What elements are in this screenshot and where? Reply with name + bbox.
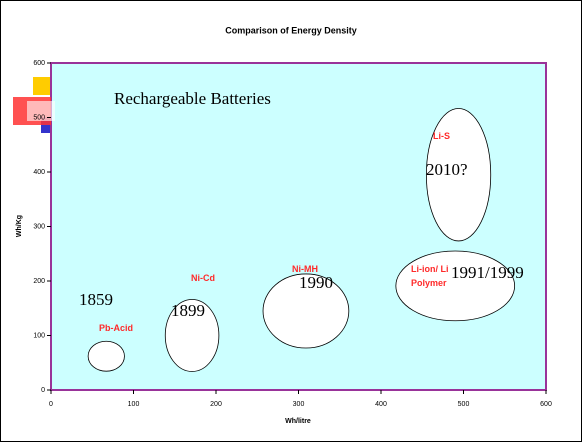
y-tick-label: 100 xyxy=(33,332,45,339)
x-tick-label: 0 xyxy=(49,401,53,408)
year-label: 1990 xyxy=(299,273,333,292)
x-tick-label: 200 xyxy=(210,401,222,408)
decor xyxy=(27,101,55,121)
battery-label: Pb-Acid xyxy=(99,323,134,333)
bubble xyxy=(87,340,125,372)
y-tick-label: 0 xyxy=(41,387,45,394)
x-tick-label: 600 xyxy=(540,401,552,408)
battery-label: Ni-MH xyxy=(292,264,318,274)
bubble xyxy=(395,250,516,322)
battery-label: Li-S xyxy=(433,131,450,141)
y-tick-label: 500 xyxy=(33,114,45,121)
bubble xyxy=(262,273,350,349)
decor xyxy=(33,77,51,95)
battery-label: Li-ion/ Li Polymer xyxy=(411,264,449,288)
year-label: 1991/1999 xyxy=(451,263,524,282)
x-tick-label: 100 xyxy=(128,401,140,408)
y-tick-label: 300 xyxy=(33,223,45,230)
y-axis-label: Wh/Kg xyxy=(16,215,23,237)
year-label: 1899 xyxy=(171,301,205,320)
x-tick-label: 500 xyxy=(458,401,470,408)
year-label: 2010? xyxy=(426,160,468,179)
x-tick-label: 300 xyxy=(293,401,305,408)
x-axis-label: Wh/litre xyxy=(285,418,311,425)
annotation: Rechargeable Batteries xyxy=(114,89,271,108)
bubble xyxy=(425,108,492,242)
year-label: 1859 xyxy=(79,290,113,309)
y-tick-label: 600 xyxy=(33,60,45,67)
y-tick-label: 200 xyxy=(33,278,45,285)
x-tick-label: 400 xyxy=(375,401,387,408)
bubble xyxy=(164,299,220,372)
battery-label: Ni-Cd xyxy=(191,273,215,283)
chart-title: Comparison of Energy Density xyxy=(225,25,357,35)
y-tick-label: 400 xyxy=(33,169,45,176)
